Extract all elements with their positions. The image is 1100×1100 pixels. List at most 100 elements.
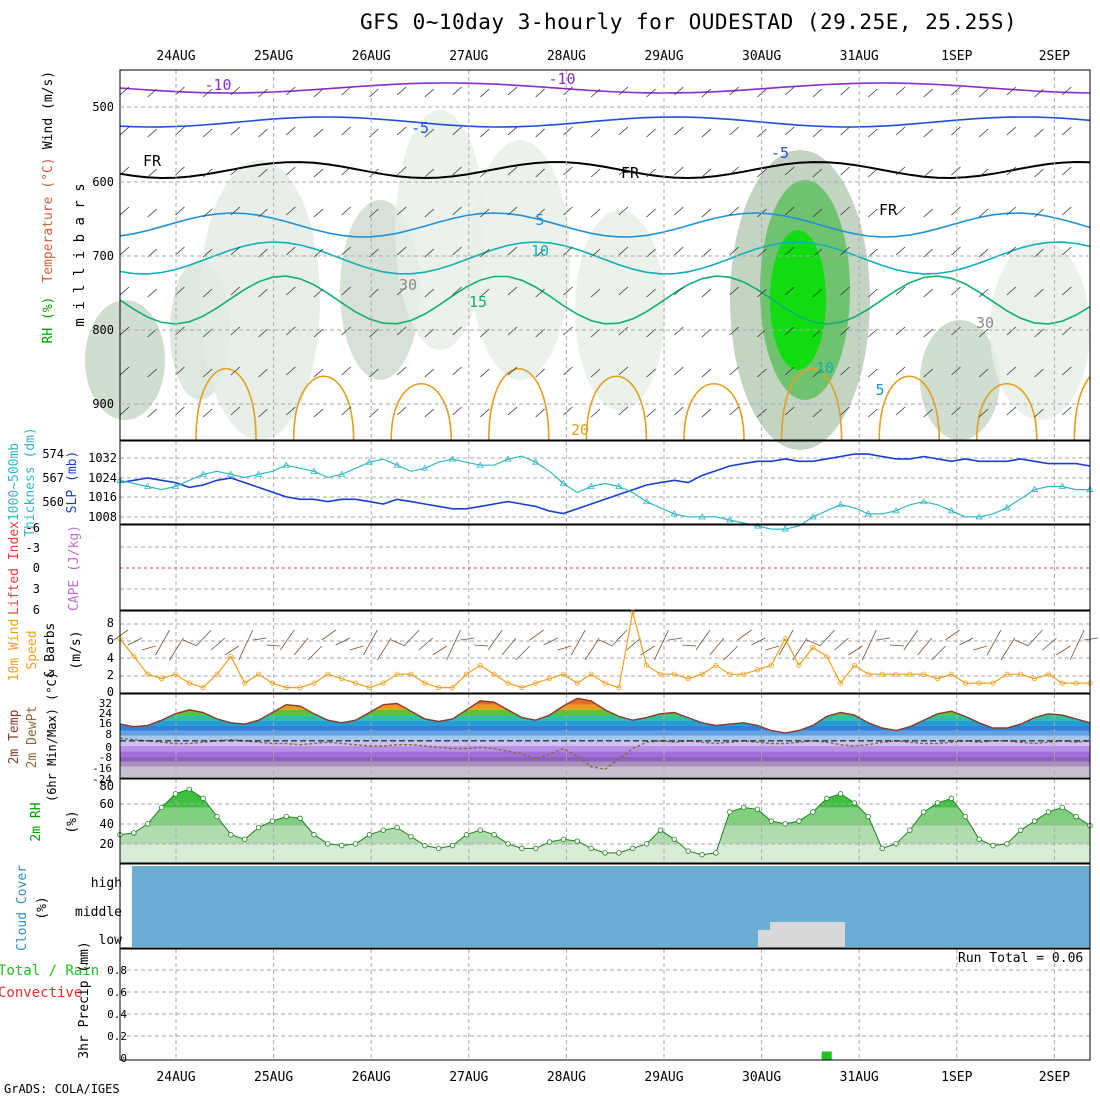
upper-wind-barb: [563, 326, 573, 336]
wind10m-barb: [515, 645, 531, 661]
wind10m-point: [740, 671, 747, 677]
thickness-marker: [254, 470, 263, 477]
temp-band: [120, 709, 1090, 716]
upper-wind-barb: [757, 288, 767, 298]
upper-wind-barb: [507, 326, 518, 336]
slp-tick-label: 1032: [88, 451, 117, 465]
upper-wind-barb: [951, 286, 961, 296]
rh2m-point: [242, 836, 248, 842]
thickness-marker: [421, 464, 429, 471]
thickness-marker: [1058, 482, 1066, 489]
upper-wind-barb: [1034, 248, 1044, 258]
upper-wind-barb: [1089, 336, 1090, 337]
rh2m-point: [505, 841, 511, 847]
rh2m-point: [948, 795, 955, 802]
upper-wind-barb: [701, 368, 712, 378]
rh2m-point: [657, 827, 664, 833]
upper-wind-barb: [480, 88, 490, 98]
bottom-date-label: 28AUG: [547, 1070, 586, 1085]
rh2m-point: [283, 813, 289, 820]
wind10m-barb: [889, 644, 905, 647]
upper-wind-barb: [424, 328, 435, 338]
upper-wind-barb: [729, 286, 739, 296]
freezing-level: [120, 160, 1090, 180]
wind10m-point: [865, 671, 871, 677]
upper-wind-barb: [646, 88, 656, 98]
wind10m-barb: [792, 637, 808, 661]
wind10m-barb: [820, 629, 836, 646]
upper-wind-barb: [341, 246, 351, 256]
upper-wind-barb: [230, 166, 241, 176]
rh2m-point: [796, 818, 802, 824]
upper-wind-barb: [729, 406, 739, 416]
upper-wind-barb: [646, 208, 656, 218]
upper-wind-barb: [147, 208, 157, 218]
upper-wind-barb: [175, 406, 185, 416]
upper-wind-barb: [480, 408, 490, 418]
wind10m-point: [477, 662, 483, 668]
upper-wind-barb: [923, 168, 933, 178]
upper-wind-barb: [424, 208, 435, 218]
chart-title: GFS 0~10day 3-hourly for OUDESTAD (29.25…: [360, 10, 1018, 34]
wind10m-point: [727, 671, 733, 677]
contour-label: -10: [204, 76, 231, 94]
contour-lines: [120, 82, 1090, 440]
upper-wind-barb: [978, 408, 989, 418]
upper-wind-barb: [535, 408, 545, 418]
upper-wind-barb: [507, 406, 518, 416]
upper-wind-barb: [202, 208, 213, 218]
upper-wind-barb: [175, 286, 185, 296]
upper-wind-barb: [396, 326, 407, 336]
upper-wind-barb: [868, 368, 878, 378]
thickness-marker: [975, 513, 983, 520]
wind10m-point: [297, 684, 303, 691]
precip-convective-label: Convective: [0, 985, 82, 1001]
wind10m-axis-label-1: 10m Wind: [7, 619, 22, 682]
upper-wind-barb: [535, 168, 545, 178]
rh2m-point: [269, 818, 276, 824]
upper-wind-barb: [729, 206, 739, 216]
upper-wind-barb: [452, 366, 462, 376]
upper-wind-barb: [202, 288, 213, 298]
wind10m-barb: [903, 629, 919, 651]
contour-label: FR: [621, 164, 640, 182]
upper-wind-barb: [507, 286, 518, 296]
thickness-marker: [781, 525, 789, 532]
upper-wind-barb: [424, 408, 435, 418]
rh2m-point: [602, 850, 608, 856]
thickness-marker: [615, 482, 623, 489]
isotherm-minus10: [120, 82, 1090, 94]
upper-wind-barb: [507, 166, 518, 176]
wind10m-point: [976, 680, 982, 686]
wind10m-barb: [557, 645, 572, 651]
temp-band: [120, 766, 1090, 777]
wind10m-barb: [501, 637, 517, 656]
upper-wind-barb: [951, 86, 961, 96]
rh2m-point: [990, 842, 996, 849]
wind10m-point: [685, 676, 691, 682]
low-cloud-block: [758, 930, 772, 948]
wind10m-barb: [1014, 639, 1029, 647]
wind10m-barb: [224, 645, 240, 656]
upper-wind-barb: [951, 206, 961, 216]
upper-wind-barb: [230, 246, 241, 256]
cape-axis-label: CAPE (J/kg): [67, 525, 82, 611]
upper-wind-barb: [1062, 326, 1072, 336]
rh2m-point: [921, 809, 927, 815]
isotherm-20: [1073, 375, 1090, 440]
upper-wind-barb: [563, 246, 573, 256]
upper-wind-barb: [230, 366, 241, 376]
thickness-marker: [753, 522, 762, 529]
rh2m-point: [408, 833, 414, 840]
wind10m-point: [934, 676, 941, 682]
wind10m-barb: [1042, 637, 1057, 651]
thickness-marker: [227, 470, 235, 477]
wind10m-point: [339, 676, 345, 682]
upper-wind-barb: [535, 288, 545, 298]
upper-wind-barb: [1062, 206, 1072, 216]
slp-tick-label: 1008: [88, 510, 117, 524]
low-cloud-block: [770, 922, 845, 948]
wind10m-barb: [238, 629, 254, 661]
wind10m-point: [255, 671, 262, 677]
upper-wind-barb: [923, 208, 933, 218]
